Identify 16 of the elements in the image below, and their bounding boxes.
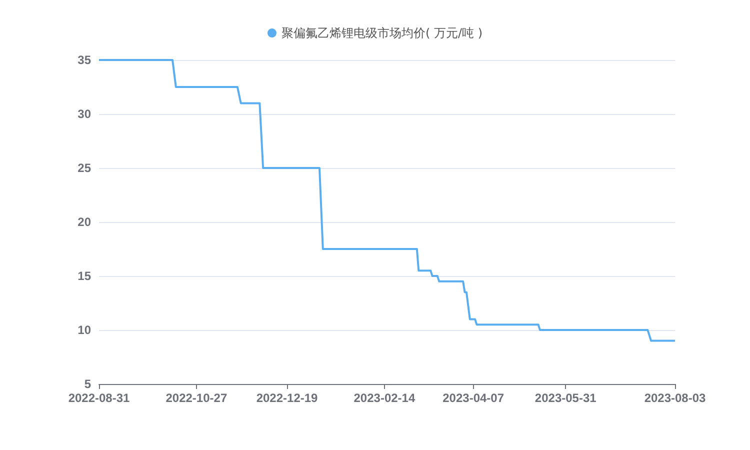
line-series: [98, 59, 676, 342]
legend-label: 聚偏氟乙烯锂电级市场均价( 万元/吨 ): [281, 26, 483, 40]
x-tick-label: 2022-12-19: [256, 391, 318, 405]
x-tick-label: 2023-02-14: [354, 391, 416, 405]
x-tick-label: 2023-08-03: [644, 391, 706, 405]
y-tick-label: 20: [78, 215, 92, 229]
y-tick-label: 30: [78, 107, 92, 121]
y-tick-label: 10: [78, 323, 92, 337]
y-tick-label: 35: [78, 53, 92, 67]
x-tick-label: 2023-04-07: [442, 391, 504, 405]
x-tick-label: 2022-08-31: [68, 391, 130, 405]
y-tick-label: 15: [78, 269, 92, 283]
y-tick-label: 25: [78, 161, 92, 175]
x-tick-label: 2023-05-31: [534, 391, 597, 405]
y-tick-label: 5: [84, 377, 92, 391]
x-tick-label: 2022-10-27: [166, 391, 228, 405]
